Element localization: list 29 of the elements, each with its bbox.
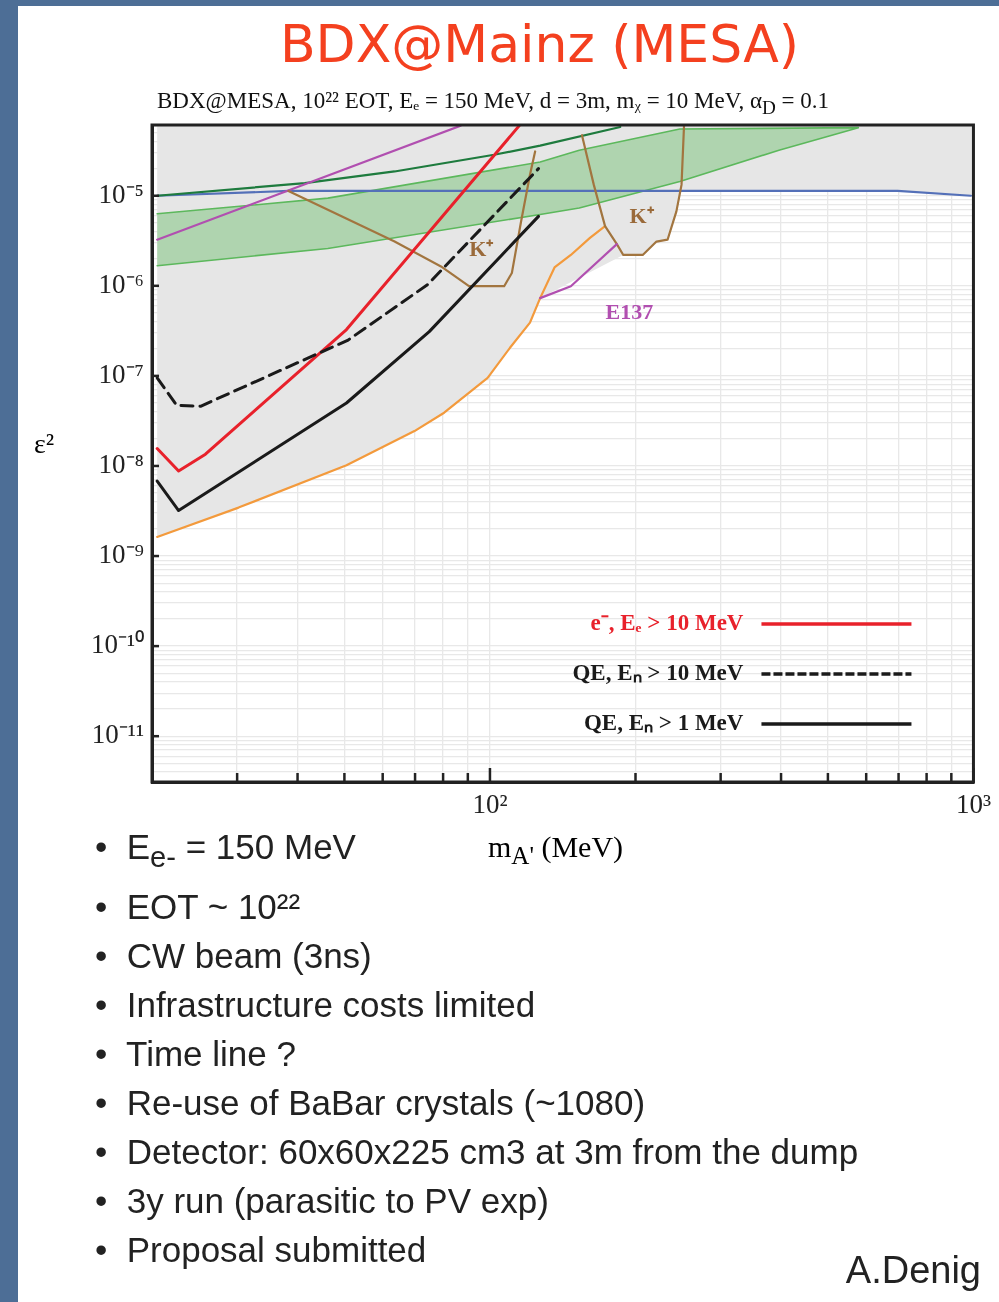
annotation: E137 — [605, 299, 654, 326]
text: • Infrastructure costs limited — [95, 984, 537, 1026]
text: • 3y run (parasitic to PV exp) — [95, 1180, 550, 1222]
annotation: K⁺ — [469, 234, 494, 262]
y-tick-label: 10⁻⁷ — [98, 358, 144, 389]
text: • Time line ? — [95, 1033, 297, 1075]
text: • EOT ~ 10²² — [95, 886, 302, 928]
text: • Detector: 60x60x225 cm3 at 3m from the dump — [95, 1131, 859, 1173]
text: • E$_{e-}$ = 150 MeV — [95, 827, 356, 873]
y-tick-label: 10⁻¹⁰ — [90, 629, 144, 660]
x-tick-label: 10² — [472, 789, 508, 820]
annotation: K⁺ — [629, 201, 654, 229]
text: • CW beam (3ns) — [95, 935, 373, 977]
text: • Re-use of BaBar crystals (~1080) — [95, 1082, 647, 1124]
text: • Proposal submitted — [95, 1230, 427, 1269]
x-tick-label: 10³ — [955, 789, 992, 820]
text: A.Denig — [845, 1249, 981, 1292]
y-tick-label: 10⁻⁵ — [98, 178, 144, 209]
text: QE, Eₙ > 1 MeV — [583, 709, 744, 735]
y-tick-label: 10⁻⁸ — [98, 449, 144, 480]
chart-subtitle: BDX@MESA, 10²² EOT, Eₑ = 150 MeV, d = 3m, mᵪ = 10 MeV, α$_{D}$ = 0.1 — [157, 88, 830, 119]
y-tick-label: 10⁻⁶ — [98, 268, 144, 299]
text: QE, Eₙ > 10 MeV — [572, 659, 744, 685]
x-axis-title: m$_{A'}$ (MeV) — [488, 830, 624, 870]
y-tick-label: 10⁻⁹ — [98, 539, 144, 570]
chart-title: BDX@Mainz (MESA) — [278, 14, 801, 74]
y-tick-label: 10⁻¹¹ — [91, 719, 144, 750]
text: e⁻, Eₑ > 10 MeV — [590, 609, 744, 635]
y-axis-title: ε² — [34, 428, 55, 460]
